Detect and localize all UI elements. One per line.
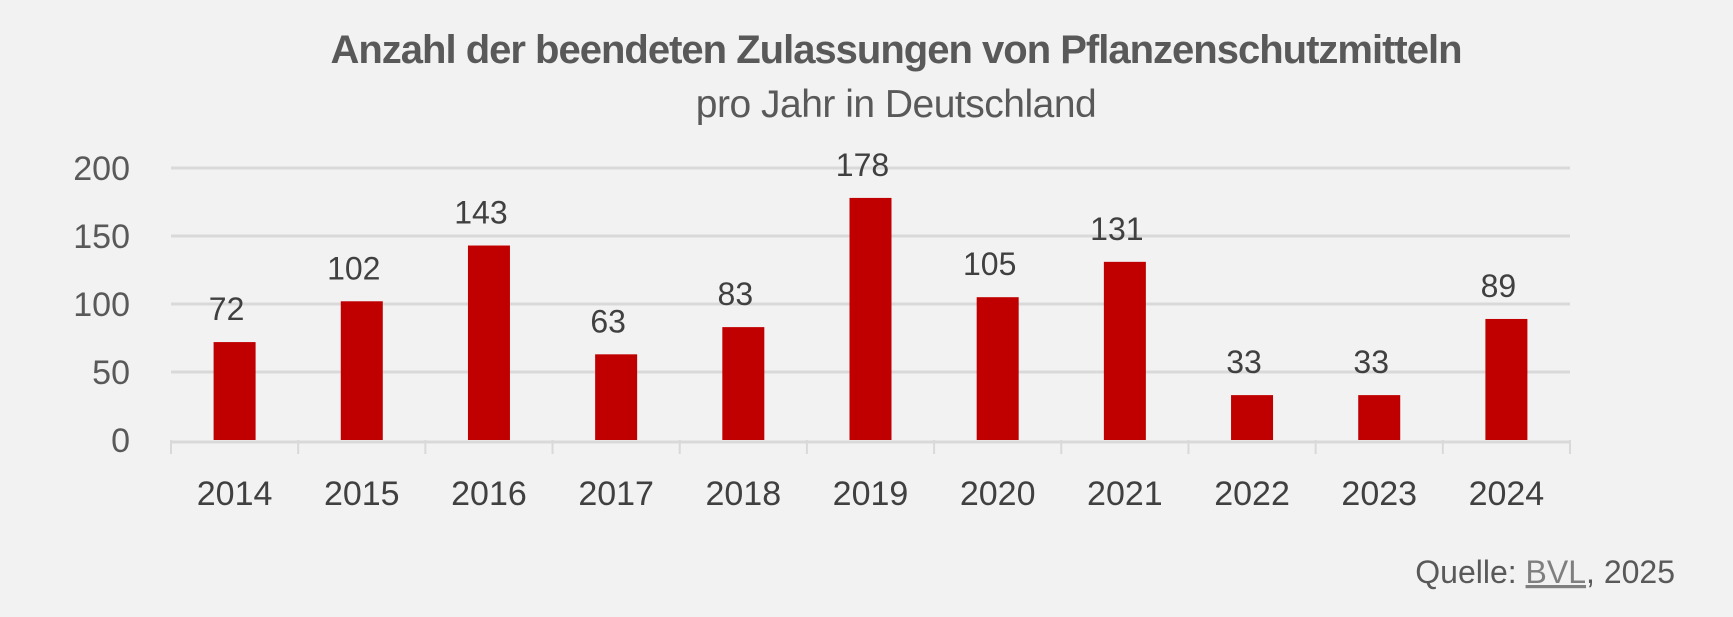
x-tick-label: 2021: [1087, 475, 1163, 513]
x-tick-label: 2015: [324, 475, 400, 513]
x-tick-label: 2022: [1214, 475, 1290, 513]
bar-2019: [849, 197, 892, 440]
x-tick-label: 2020: [960, 475, 1036, 513]
source-note: Quelle: BVL, 2025: [1415, 554, 1675, 590]
data-label: 33: [1226, 344, 1262, 380]
data-label: 102: [327, 250, 380, 286]
data-label: 105: [963, 246, 1016, 282]
bar-2020: [976, 297, 1019, 440]
bar-2015: [340, 301, 383, 440]
x-tick-label: 2017: [578, 475, 654, 513]
bar-2021: [1103, 261, 1146, 440]
y-tick-label: 0: [111, 422, 130, 460]
x-tick-label: 2024: [1469, 475, 1545, 513]
x-axis: 2014 2015 2016 2017 2018 2019 2020 2021 2022 2023…: [170, 440, 1571, 513]
x-tick-label: 2023: [1341, 475, 1417, 513]
data-label: 72: [209, 291, 245, 327]
source-link-bvl[interactable]: BVL: [1526, 554, 1586, 590]
y-axis: 0 50 100 150 200: [73, 150, 130, 460]
source-prefix: Quelle:: [1415, 554, 1525, 590]
data-label: 178: [836, 147, 889, 183]
y-tick-label: 150: [73, 218, 130, 256]
x-tick-label: 2014: [197, 475, 273, 513]
data-label: 63: [590, 303, 626, 339]
source-suffix: , 2025: [1586, 554, 1675, 590]
y-tick-label: 200: [73, 150, 130, 188]
data-label: 33: [1353, 344, 1389, 380]
y-tick-label: 100: [73, 286, 130, 324]
data-label: 143: [454, 195, 507, 231]
bars: 72 102 143 63 83 178 105 131 33 33 89: [209, 147, 1528, 440]
bar-2018: [722, 327, 765, 440]
x-tick-label: 2019: [833, 475, 909, 513]
x-tick-label: 2016: [451, 475, 527, 513]
y-tick-label: 50: [92, 354, 130, 392]
bar-2017: [595, 354, 638, 440]
bar-2024: [1485, 318, 1528, 440]
data-label: 83: [718, 276, 754, 312]
bar-2014: [213, 342, 256, 440]
bar-2016: [467, 245, 510, 440]
data-label: 131: [1090, 211, 1143, 247]
x-tick-label: 2018: [705, 475, 781, 513]
chart-subtitle: pro Jahr in Deutschland: [696, 83, 1096, 126]
data-label: 89: [1481, 268, 1517, 304]
chart-title: Anzahl der beendeten Zulassungen von Pfl…: [330, 28, 1461, 72]
bar-2023: [1358, 395, 1401, 440]
bar-2022: [1231, 395, 1274, 440]
